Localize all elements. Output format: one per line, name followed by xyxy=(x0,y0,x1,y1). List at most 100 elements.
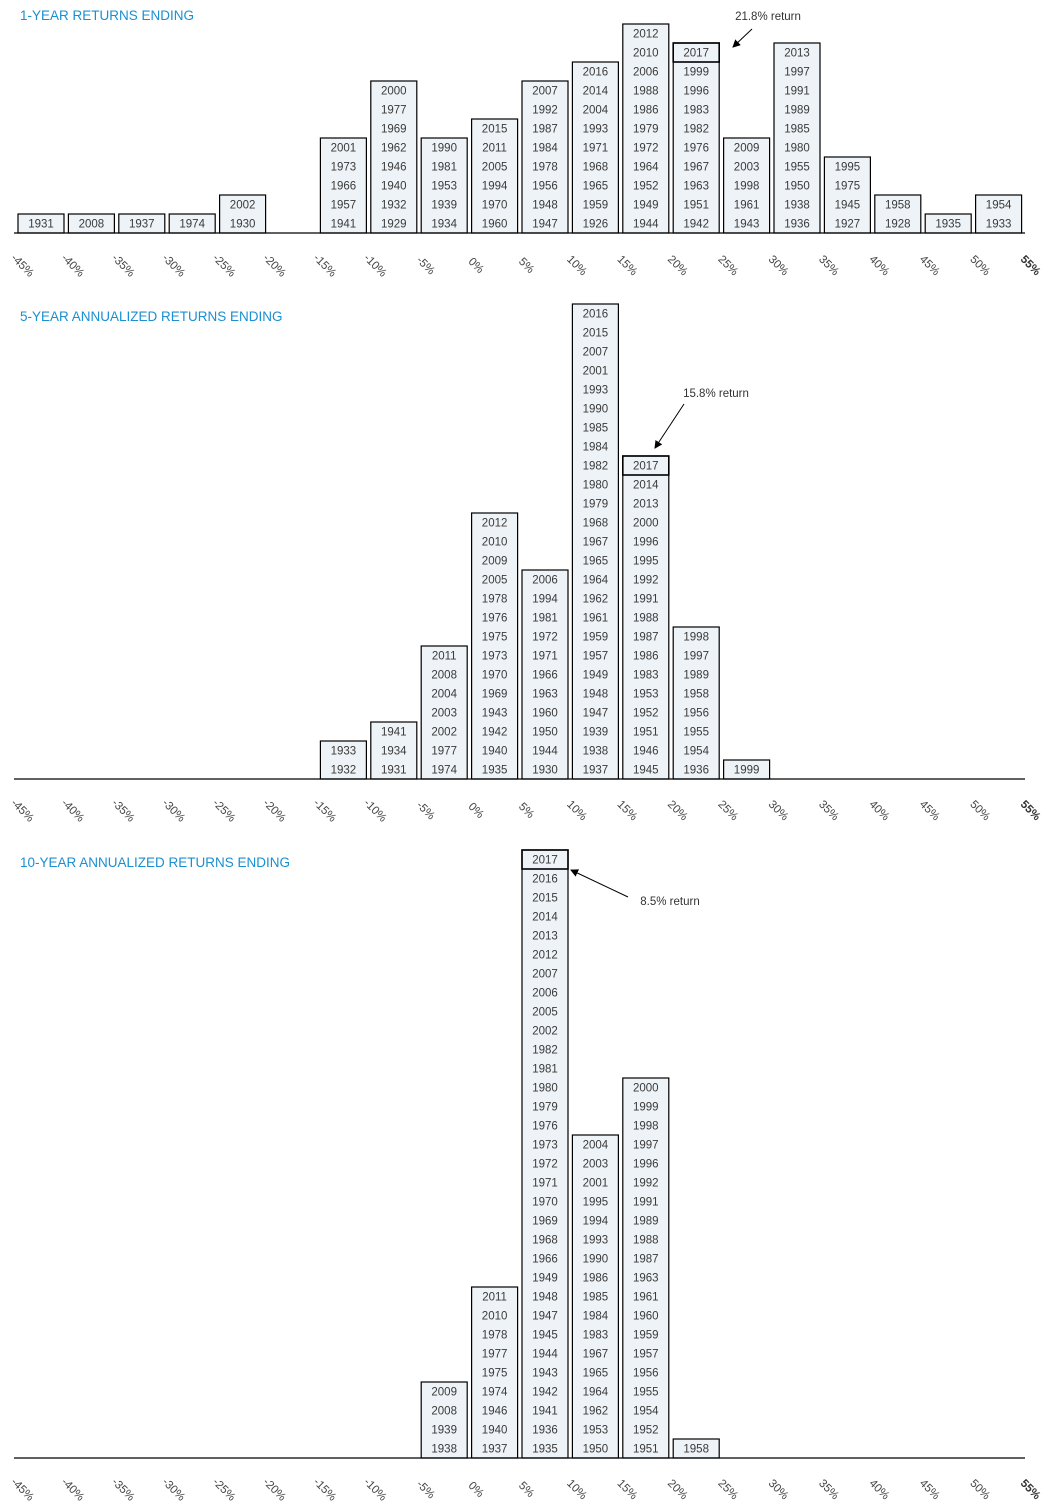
x-tick-label: 20% xyxy=(665,253,690,278)
year-label: 1974 xyxy=(431,765,457,777)
highlight-bar xyxy=(672,42,721,63)
year-label: 1999 xyxy=(734,765,760,777)
chart-title: 5-YEAR ANNUALIZED RETURNS ENDING xyxy=(20,309,283,324)
year-label: 1997 xyxy=(784,67,810,79)
year-label: 1954 xyxy=(633,1406,659,1418)
bar xyxy=(874,194,922,234)
year-label: 1964 xyxy=(633,162,659,174)
bar xyxy=(319,740,367,780)
year-label: 1936 xyxy=(683,765,709,777)
bar xyxy=(672,42,720,234)
year-label: 2001 xyxy=(583,366,609,378)
year-label: 1935 xyxy=(532,1444,558,1456)
year-label: 1983 xyxy=(583,1330,609,1342)
year-label: 1992 xyxy=(532,105,558,117)
year-label: 1943 xyxy=(482,708,508,720)
year-label: 2002 xyxy=(230,200,256,212)
year-label: 1952 xyxy=(633,181,659,193)
x-tick-label: 15% xyxy=(615,253,640,278)
chart-5-year: 5-YEAR ANNUALIZED RETURNS ENDING 1932 193… xyxy=(0,300,1049,830)
bar xyxy=(219,194,267,234)
year-label: 1951 xyxy=(683,200,709,212)
bar xyxy=(773,42,821,234)
year-label: 1967 xyxy=(583,537,609,549)
x-tick-label: 10% xyxy=(564,253,589,278)
year-label: 2016 xyxy=(583,67,609,79)
x-tick-label: 50% xyxy=(967,1477,992,1502)
x-tick-label: -20% xyxy=(260,797,287,824)
year-label: 1988 xyxy=(633,86,659,98)
year-label: 1988 xyxy=(633,613,659,625)
year-label: 1979 xyxy=(583,499,609,511)
year-label: 1999 xyxy=(683,67,709,79)
x-tick-label: 5% xyxy=(516,1480,536,1500)
year-label: 1997 xyxy=(683,651,709,663)
year-label: 1950 xyxy=(583,1444,609,1456)
year-label: 1991 xyxy=(633,1197,659,1209)
bar xyxy=(622,1077,670,1459)
x-tick-label: 30% xyxy=(766,798,791,823)
x-tick-label: -20% xyxy=(260,252,287,279)
year-label: 1930 xyxy=(532,765,558,777)
year-label: 2001 xyxy=(583,1178,609,1190)
year-label: 1995 xyxy=(835,162,861,174)
year-label: 1938 xyxy=(431,1444,457,1456)
bar xyxy=(672,626,720,780)
year-label: 1956 xyxy=(683,708,709,720)
x-tick-label: -45% xyxy=(8,252,35,279)
chart-title: 10-YEAR ANNUALIZED RETURNS ENDING xyxy=(20,855,291,870)
x-tick-label: -30% xyxy=(160,1476,187,1503)
year-label: 1963 xyxy=(633,1273,659,1285)
x-tick-label: 15% xyxy=(615,798,640,823)
year-label: 1961 xyxy=(583,613,609,625)
year-label: 2017 xyxy=(633,461,659,473)
year-label: 1976 xyxy=(482,613,508,625)
year-label: 1979 xyxy=(633,124,659,136)
bar xyxy=(622,23,670,234)
year-label: 1958 xyxy=(885,200,911,212)
year-label: 1981 xyxy=(532,1064,558,1076)
year-label: 1967 xyxy=(683,162,709,174)
year-label: 1942 xyxy=(683,219,709,231)
year-label: 2012 xyxy=(482,518,508,530)
x-tick-label: -25% xyxy=(210,797,237,824)
year-label: 1932 xyxy=(381,200,407,212)
year-label: 1950 xyxy=(784,181,810,193)
year-label: 2012 xyxy=(532,950,558,962)
bar xyxy=(571,303,620,780)
year-label: 1934 xyxy=(381,746,407,758)
year-label: 1931 xyxy=(28,219,54,231)
year-label: 1990 xyxy=(583,404,609,416)
year-label: 1946 xyxy=(482,1406,508,1418)
year-label: 1939 xyxy=(431,200,457,212)
annotation-arrow xyxy=(732,28,753,48)
year-label: 1953 xyxy=(431,181,457,193)
return-annotation: 15.8% return xyxy=(683,388,749,400)
x-tick-label: 20% xyxy=(665,798,690,823)
year-label: 1970 xyxy=(482,200,508,212)
year-label: 1993 xyxy=(583,385,609,397)
year-label: 1941 xyxy=(331,219,357,231)
year-label: 2004 xyxy=(583,1140,609,1152)
year-label: 2009 xyxy=(431,1387,457,1399)
x-tick-label: -30% xyxy=(160,252,187,279)
year-label: 1976 xyxy=(532,1121,558,1133)
x-tick-label: 45% xyxy=(917,1477,942,1502)
year-label: 1933 xyxy=(986,219,1012,231)
year-label: 1947 xyxy=(532,219,558,231)
year-label: 1945 xyxy=(835,200,861,212)
year-label: 1972 xyxy=(633,143,659,155)
year-label: 1939 xyxy=(431,1425,457,1437)
year-label: 1941 xyxy=(532,1406,558,1418)
x-tick-label: -5% xyxy=(414,799,437,822)
year-label: 1943 xyxy=(734,219,760,231)
year-label: 1934 xyxy=(431,219,457,231)
year-label: 1942 xyxy=(532,1387,558,1399)
year-label: 2002 xyxy=(532,1026,558,1038)
year-label: 1963 xyxy=(532,689,558,701)
year-label: 1990 xyxy=(583,1254,609,1266)
x-tick-label: 55% xyxy=(1018,1477,1043,1502)
return-annotation: 8.5% return xyxy=(640,896,699,908)
x-tick-label: 55% xyxy=(1018,253,1043,278)
year-label: 1977 xyxy=(482,1349,508,1361)
